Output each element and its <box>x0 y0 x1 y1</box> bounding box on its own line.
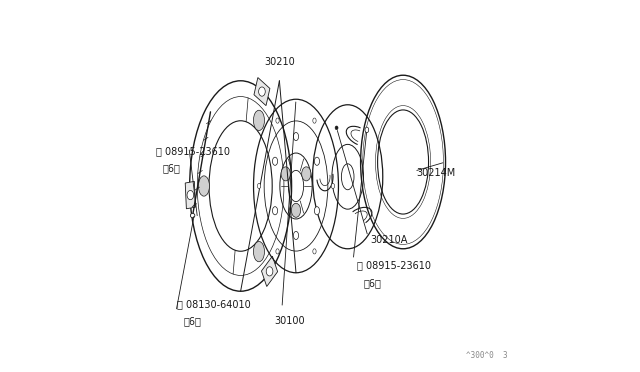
Ellipse shape <box>313 249 316 254</box>
Ellipse shape <box>253 241 264 262</box>
Text: ＜6＞: ＜6＞ <box>163 164 180 174</box>
Ellipse shape <box>293 132 299 141</box>
Ellipse shape <box>313 118 316 123</box>
Text: 30214M: 30214M <box>416 168 455 178</box>
Polygon shape <box>262 256 278 286</box>
Ellipse shape <box>365 127 369 133</box>
Ellipse shape <box>259 87 265 96</box>
Text: 30210: 30210 <box>264 57 296 67</box>
Text: Ⓑ 08130-64010: Ⓑ 08130-64010 <box>177 299 251 309</box>
Text: 30210A: 30210A <box>370 234 407 244</box>
Ellipse shape <box>198 176 209 196</box>
Ellipse shape <box>257 183 260 189</box>
Polygon shape <box>254 77 270 106</box>
Ellipse shape <box>291 203 301 217</box>
Ellipse shape <box>335 126 338 130</box>
Ellipse shape <box>276 118 279 123</box>
Ellipse shape <box>314 207 319 215</box>
Text: 30100: 30100 <box>274 316 305 326</box>
Ellipse shape <box>253 110 264 131</box>
Text: Ⓜ 08915-23610: Ⓜ 08915-23610 <box>357 260 431 270</box>
Text: ^300^0  3: ^300^0 3 <box>466 351 508 360</box>
Text: ＜6＞: ＜6＞ <box>183 317 201 327</box>
Ellipse shape <box>191 213 195 218</box>
Ellipse shape <box>276 249 279 254</box>
Text: ＜6＞: ＜6＞ <box>364 278 381 288</box>
Polygon shape <box>185 182 195 209</box>
Ellipse shape <box>332 183 335 189</box>
Ellipse shape <box>273 157 278 165</box>
Ellipse shape <box>301 167 311 181</box>
Ellipse shape <box>293 231 299 240</box>
Ellipse shape <box>266 267 273 276</box>
Ellipse shape <box>314 157 319 165</box>
Ellipse shape <box>187 190 194 200</box>
Ellipse shape <box>281 167 291 181</box>
Text: Ⓜ 08915-23610: Ⓜ 08915-23610 <box>156 146 230 156</box>
Ellipse shape <box>273 207 278 215</box>
